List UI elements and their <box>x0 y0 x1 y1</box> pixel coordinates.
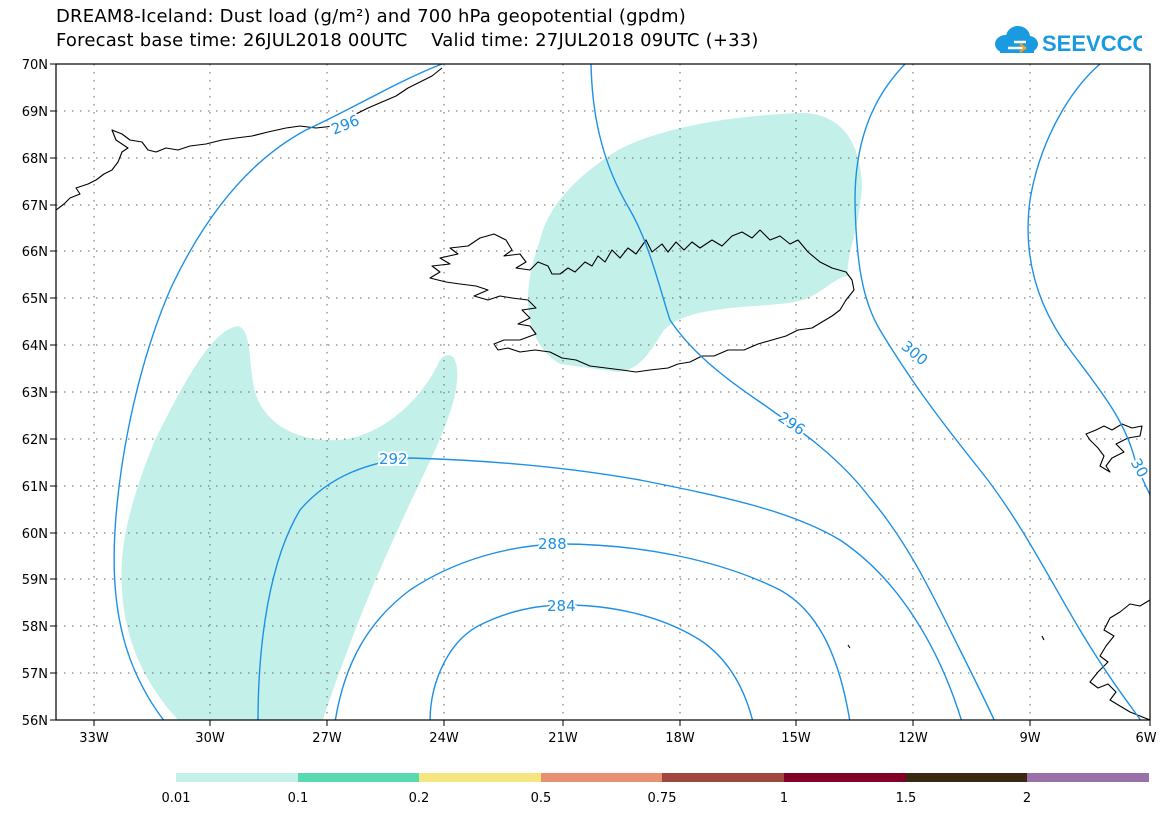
contour-292 <box>257 457 963 720</box>
legend-swatch <box>298 773 419 782</box>
legend-swatch <box>784 773 906 782</box>
legend-swatch <box>419 773 541 782</box>
legend-label: 0.1 <box>288 791 309 806</box>
lat-label: 61N <box>22 480 48 495</box>
tick-marks <box>50 63 1151 726</box>
lat-label: 60N <box>22 527 48 542</box>
lon-label: 6W <box>1135 731 1156 746</box>
dust-region-iceland <box>528 113 862 372</box>
legend-swatch <box>662 773 784 782</box>
legend-label: 1.5 <box>896 791 917 806</box>
contour-284 <box>429 604 754 720</box>
dust-load-area <box>121 113 862 720</box>
lat-label: 56N <box>22 714 48 729</box>
lat-label: 63N <box>22 386 48 401</box>
legend-swatch <box>176 773 298 782</box>
contour-288 <box>334 543 851 720</box>
cloud-icon <box>995 26 1038 53</box>
legend-swatches <box>176 773 1149 782</box>
lat-label: 57N <box>22 667 48 682</box>
coast-greenland <box>56 67 443 211</box>
longitude-labels: 33W 30W 27W 24W 21W 18W 15W 12W 9W 6W <box>79 731 1156 746</box>
lat-label: 67N <box>22 199 48 214</box>
legend-label: 0.01 <box>162 791 191 806</box>
lat-label: 58N <box>22 620 48 635</box>
geopotential-contours <box>113 64 1150 720</box>
lon-label: 30W <box>195 731 225 746</box>
lon-label: 15W <box>781 731 811 746</box>
contour-label: 300 <box>898 337 932 369</box>
legend-swatch <box>1027 773 1149 782</box>
legend-label: 0.5 <box>531 791 552 806</box>
contour-30x-east <box>1027 64 1150 496</box>
lon-label: 27W <box>312 731 342 746</box>
lon-label: 18W <box>665 731 695 746</box>
contour-296-east <box>590 64 995 720</box>
contour-label: 296 <box>329 111 362 138</box>
contour-label: 288 <box>538 535 567 553</box>
lat-label: 66N <box>22 245 48 260</box>
contour-label: 296 <box>775 408 809 439</box>
contour-300 <box>854 64 1142 720</box>
legend-label: 0.75 <box>648 791 677 806</box>
latitude-labels: 70N 69N 68N 67N 66N 65N 64N 63N 62N 61N … <box>22 58 48 729</box>
contour-label: 30 <box>1127 455 1152 481</box>
lat-label: 64N <box>22 339 48 354</box>
legend-labels: 0.01 0.1 0.2 0.5 0.75 1 1.5 2 <box>162 791 1032 806</box>
logo-text: SEEVCCC <box>1042 31 1142 56</box>
contour-296-north <box>113 64 443 720</box>
lon-label: 33W <box>79 731 109 746</box>
graticule <box>56 64 1150 720</box>
map-subtitle: Forecast base time: 26JUL2018 00UTC Vali… <box>56 30 759 51</box>
legend-swatch <box>906 773 1027 782</box>
lat-label: 70N <box>22 58 48 73</box>
legend-label: 2 <box>1023 791 1031 806</box>
coast-iceland <box>429 229 855 373</box>
contour-label: 284 <box>547 597 576 615</box>
lat-label: 65N <box>22 292 48 307</box>
dust-region-southwest <box>121 326 458 720</box>
map-title: DREAM8-Iceland: Dust load (g/m²) and 700… <box>56 6 686 27</box>
lon-label: 9W <box>1019 731 1040 746</box>
lat-label: 68N <box>22 152 48 167</box>
forecast-map: 296 300 296 292 288 284 30 70N 69N 68N 6… <box>22 58 1157 746</box>
lat-label: 62N <box>22 433 48 448</box>
contour-label: 292 <box>379 450 408 468</box>
lon-label: 21W <box>548 731 578 746</box>
legend-swatch <box>541 773 662 782</box>
lat-label: 59N <box>22 573 48 588</box>
legend-label: 1 <box>780 791 788 806</box>
lon-label: 12W <box>898 731 928 746</box>
coast-faroe <box>1085 423 1143 473</box>
lat-label: 69N <box>22 105 48 120</box>
seevccc-logo: SEEVCCC <box>995 26 1142 56</box>
lon-label: 24W <box>429 731 459 746</box>
legend-label: 0.2 <box>409 791 430 806</box>
